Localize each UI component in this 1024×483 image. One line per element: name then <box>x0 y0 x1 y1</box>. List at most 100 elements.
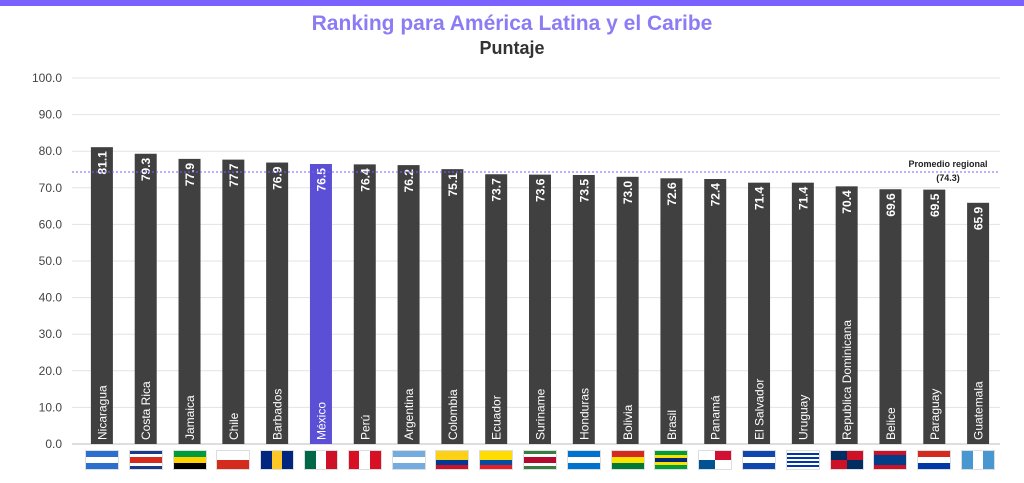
bar-value-label: 65.9 <box>972 206 986 230</box>
category-label: Belice <box>884 407 898 440</box>
bar-value-label: 73.0 <box>621 180 635 204</box>
bar-value-label: 69.5 <box>928 193 942 217</box>
category-label: Costa Rica <box>139 381 153 440</box>
y-tick-label: 0.0 <box>45 437 62 451</box>
bar <box>353 164 376 444</box>
mexico-flag-icon <box>303 450 338 470</box>
bar <box>748 182 771 444</box>
bar <box>309 164 332 444</box>
reference-label: Promedio regional <box>908 159 987 169</box>
category-label: México <box>314 402 328 440</box>
bar-value-label: 72.4 <box>709 183 723 207</box>
costa-rica-flag-icon <box>128 450 163 470</box>
y-tick-label: 90.0 <box>39 108 63 122</box>
category-label: Uruguay <box>796 395 810 440</box>
category-label: Ecuador <box>490 395 504 440</box>
bar-value-label: 71.4 <box>796 186 810 210</box>
category-label: El Salvador <box>753 379 767 440</box>
category-label: Chile <box>227 412 241 440</box>
suriname-flag-icon <box>523 450 557 470</box>
bar <box>441 169 464 444</box>
bar <box>397 165 420 444</box>
category-label: Perú <box>358 415 372 440</box>
bolivia-flag-icon <box>610 450 645 470</box>
category-label: Jamaica <box>183 395 197 440</box>
y-tick-label: 10.0 <box>39 400 63 414</box>
bar-value-label: 76.4 <box>358 168 372 192</box>
bar-value-label: 77.9 <box>183 163 197 187</box>
honduras-flag-icon <box>566 450 601 470</box>
bar-value-label: 72.6 <box>665 182 679 206</box>
uruguay-flag-icon <box>785 450 820 470</box>
bar-value-label: 76.2 <box>402 169 416 193</box>
bar <box>879 189 902 444</box>
category-label: Suriname <box>534 388 548 440</box>
bar-value-label: 73.7 <box>490 178 504 202</box>
bar-value-label: 70.4 <box>840 190 854 214</box>
bar-value-label: 69.6 <box>884 193 898 217</box>
y-tick-label: 50.0 <box>39 254 63 268</box>
y-tick-label: 20.0 <box>39 364 63 378</box>
bar-value-label: 71.4 <box>753 186 767 210</box>
y-tick-label: 70.0 <box>39 181 63 195</box>
bar-value-label: 73.6 <box>534 178 548 202</box>
paraguay-flag-icon <box>917 450 952 470</box>
bar <box>529 174 551 444</box>
guatemala-flag-icon <box>961 450 996 470</box>
category-label: Nicaragua <box>95 385 109 440</box>
category-label: Panamá <box>709 395 723 440</box>
nicaragua-flag-icon <box>84 450 119 470</box>
category-label: Argentina <box>402 388 416 440</box>
chile-flag-icon <box>216 450 251 470</box>
bar <box>178 158 201 445</box>
category-label: Bolivia <box>621 404 635 440</box>
argentina-flag-icon <box>391 450 426 470</box>
ecuador-flag-icon <box>479 450 514 470</box>
el-salvador-flag-icon <box>742 450 777 470</box>
bar-value-label: 77.7 <box>227 163 241 187</box>
bar-value-label: 76.9 <box>271 166 285 190</box>
bar-value-label: 76.5 <box>314 168 328 192</box>
brasil-flag-icon <box>654 450 689 470</box>
belize-flag-icon <box>873 450 908 470</box>
jamaica-flag-icon <box>172 450 207 470</box>
bar <box>90 147 113 444</box>
category-label: Colombia <box>446 389 460 440</box>
reference-value-label: (74.3) <box>936 173 960 183</box>
category-label: Brasil <box>665 410 679 440</box>
bar <box>791 182 814 444</box>
bar-value-label: 73.5 <box>577 179 591 203</box>
bar <box>222 159 245 445</box>
chart-title: Ranking para América Latina y el Caribe <box>311 12 713 35</box>
bar <box>923 189 946 444</box>
y-tick-label: 60.0 <box>39 217 63 231</box>
bar-value-label: 75.1 <box>446 173 460 197</box>
category-label: Barbados <box>271 389 285 440</box>
y-tick-label: 80.0 <box>39 144 63 158</box>
dominican-republic-flag-icon <box>829 450 864 470</box>
bar <box>967 202 990 444</box>
colombia-flag-icon <box>435 450 470 470</box>
y-tick-label: 40.0 <box>39 291 63 305</box>
y-tick-label: 30.0 <box>39 327 63 341</box>
category-label: Honduras <box>577 388 591 440</box>
bar <box>134 153 157 444</box>
bar <box>835 186 858 444</box>
chart-subtitle: Puntaje <box>479 38 545 58</box>
barbados-flag-icon <box>260 450 295 470</box>
bar <box>485 174 508 444</box>
y-tick-label: 100.0 <box>32 71 62 85</box>
category-label: Paraguay <box>928 389 942 440</box>
bar <box>660 178 683 444</box>
bar <box>704 179 727 445</box>
peru-flag-icon <box>347 450 382 470</box>
bar <box>266 162 289 444</box>
panama-flag-icon <box>698 450 733 470</box>
bar <box>616 176 639 444</box>
bar <box>572 174 595 445</box>
bar-value-label: 79.3 <box>139 157 153 181</box>
bar-value-label: 81.1 <box>95 151 109 175</box>
category-label: Guatemala <box>972 381 986 440</box>
category-label: Republica Dominicana <box>840 320 854 440</box>
